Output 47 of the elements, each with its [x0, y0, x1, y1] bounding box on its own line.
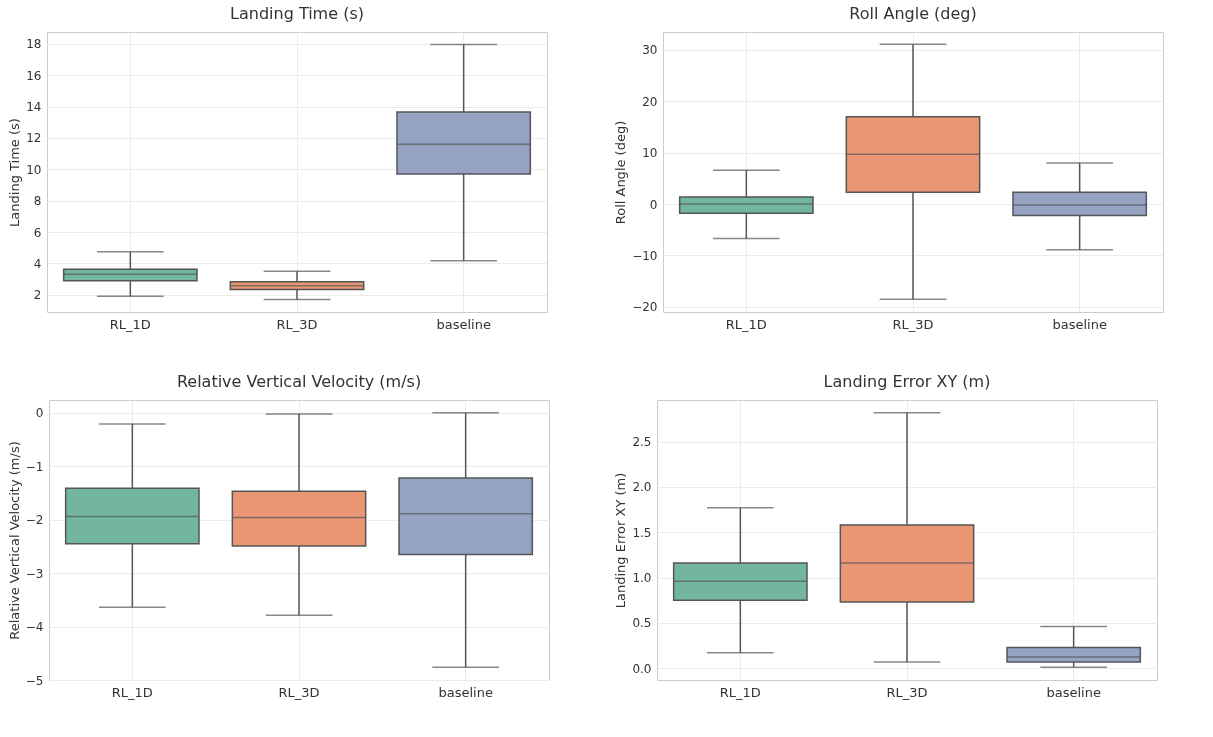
x-tick-label: RL_3D [892, 316, 934, 332]
y-tick-label: 1.5 [632, 525, 652, 540]
y-tick-label: 10 [26, 162, 42, 177]
y-tick-label: 16 [26, 68, 42, 83]
y-tick-label: 0 [35, 406, 44, 421]
y-tick-label: −20 [632, 300, 658, 315]
x-tick-label: baseline [438, 684, 493, 700]
y-tick-label: −4 [25, 620, 44, 635]
y-tick-label: −2 [25, 513, 44, 528]
y-tick-label: 30 [642, 43, 658, 58]
y-axis-title: Relative Vertical Velocity (m/s) [6, 441, 22, 640]
y-tick-label: 2 [33, 288, 42, 303]
chart-title: Relative Vertical Velocity (m/s) [176, 372, 422, 391]
chart-title: Roll Angle (deg) [849, 4, 977, 23]
y-tick-label: 12 [26, 131, 42, 146]
y-tick-label: 6 [33, 225, 42, 240]
y-tick-label: 0 [649, 197, 658, 212]
y-tick-label: −10 [632, 248, 658, 263]
x-tick-label: RL_1D [109, 316, 151, 332]
y-tick-label: 1.0 [632, 571, 652, 586]
y-axis-title: Landing Error XY (m) [613, 472, 629, 609]
y-tick-label: 2.5 [632, 435, 652, 450]
y-tick-label: 4 [33, 256, 42, 271]
x-tick-label: RL_1D [719, 684, 761, 700]
y-tick-label: −3 [25, 566, 44, 581]
chart-title: Landing Time (s) [230, 4, 364, 23]
x-tick-label: baseline [1046, 684, 1101, 700]
y-tick-label: 10 [642, 146, 658, 161]
y-tick-label: 0.5 [632, 616, 652, 631]
x-tick-label: RL_3D [276, 316, 318, 332]
y-axis-title: Landing Time (s) [7, 118, 23, 227]
y-axis-title: Roll Angle (deg) [613, 120, 629, 225]
x-tick-label: RL_3D [278, 684, 320, 700]
x-tick-label: baseline [436, 316, 491, 332]
chart-title: Landing Error XY (m) [823, 372, 991, 391]
x-tick-label: baseline [1052, 316, 1107, 332]
x-tick-label: RL_1D [725, 316, 767, 332]
y-tick-label: 8 [33, 194, 42, 209]
y-tick-label: −1 [25, 459, 44, 474]
y-tick-label: 20 [642, 94, 658, 109]
y-tick-label: 0.0 [632, 661, 652, 676]
x-tick-label: RL_1D [111, 684, 153, 700]
y-tick-label: −5 [25, 673, 44, 688]
y-tick-label: 2.0 [632, 480, 652, 495]
y-tick-label: 18 [26, 37, 42, 52]
y-tick-label: 14 [26, 100, 42, 115]
x-tick-label: RL_3D [886, 684, 928, 700]
